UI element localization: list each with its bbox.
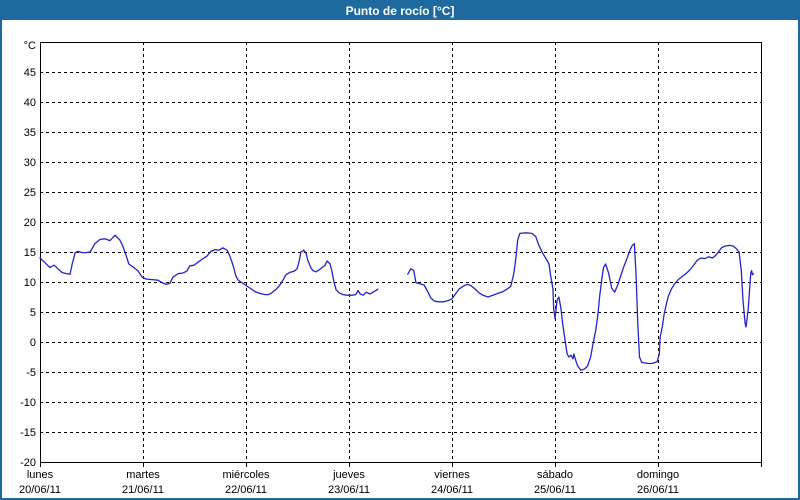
y-tick-label: -15 [20, 427, 36, 439]
chart-title: Punto de rocío [°C] [345, 4, 455, 18]
day-name-label: jueves [332, 469, 365, 481]
day-date-label: 26/06/11 [637, 484, 679, 496]
y-tick-label: -10 [20, 397, 36, 409]
y-tick-label: 10 [24, 277, 36, 289]
y-tick-label: 40 [24, 97, 36, 109]
day-name-label: sábado [537, 469, 573, 481]
y-tick-label: 35 [24, 127, 36, 139]
x-axis-ticks [40, 462, 762, 467]
chart-title-bar: Punto de rocío [°C] [2, 2, 798, 20]
x-axis-labels: lunes 20/06/11 martes 21/06/11 miércoles 22/0… [19, 469, 679, 496]
day-date-label: 21/06/11 [122, 484, 164, 496]
dewpoint-chart: 45 40 35 30 25 20 15 10 5 0 -5 -10 -15 -20 °C lunes 20/0… [19, 40, 762, 496]
y-tick-label: 45 [24, 67, 36, 79]
day-date-label: 20/06/11 [19, 484, 61, 496]
day-name-label: martes [126, 469, 160, 481]
day-name-label: miércoles [222, 469, 270, 481]
gridlines [40, 42, 761, 462]
day-name-label: lunes [27, 469, 54, 481]
y-tick-label: -20 [20, 457, 36, 469]
y-tick-label: 0 [30, 337, 36, 349]
dewpoint-line-segment [39, 234, 379, 296]
y-unit-label: °C [24, 40, 36, 52]
dewpoint-line [39, 232, 754, 371]
plot-area: 45 40 35 30 25 20 15 10 5 0 -5 -10 -15 -20 °C lunes 20/0… [2, 20, 798, 498]
y-axis-labels: 45 40 35 30 25 20 15 10 5 0 -5 -10 -15 -20 [20, 67, 36, 469]
day-date-label: 24/06/11 [431, 484, 473, 496]
day-name-label: domingo [637, 469, 679, 481]
y-tick-label: 15 [24, 247, 36, 259]
y-tick-label: 5 [30, 307, 36, 319]
day-date-label: 22/06/11 [225, 484, 267, 496]
y-tick-label: -5 [26, 367, 36, 379]
y-tick-label: 20 [24, 217, 36, 229]
day-date-label: 23/06/11 [328, 484, 370, 496]
y-tick-label: 30 [24, 157, 36, 169]
day-date-label: 25/06/11 [534, 484, 576, 496]
y-tick-label: 25 [24, 187, 36, 199]
plot-frame [40, 42, 762, 463]
dewpoint-line-segment [407, 232, 754, 371]
day-name-label: viernes [434, 469, 470, 481]
